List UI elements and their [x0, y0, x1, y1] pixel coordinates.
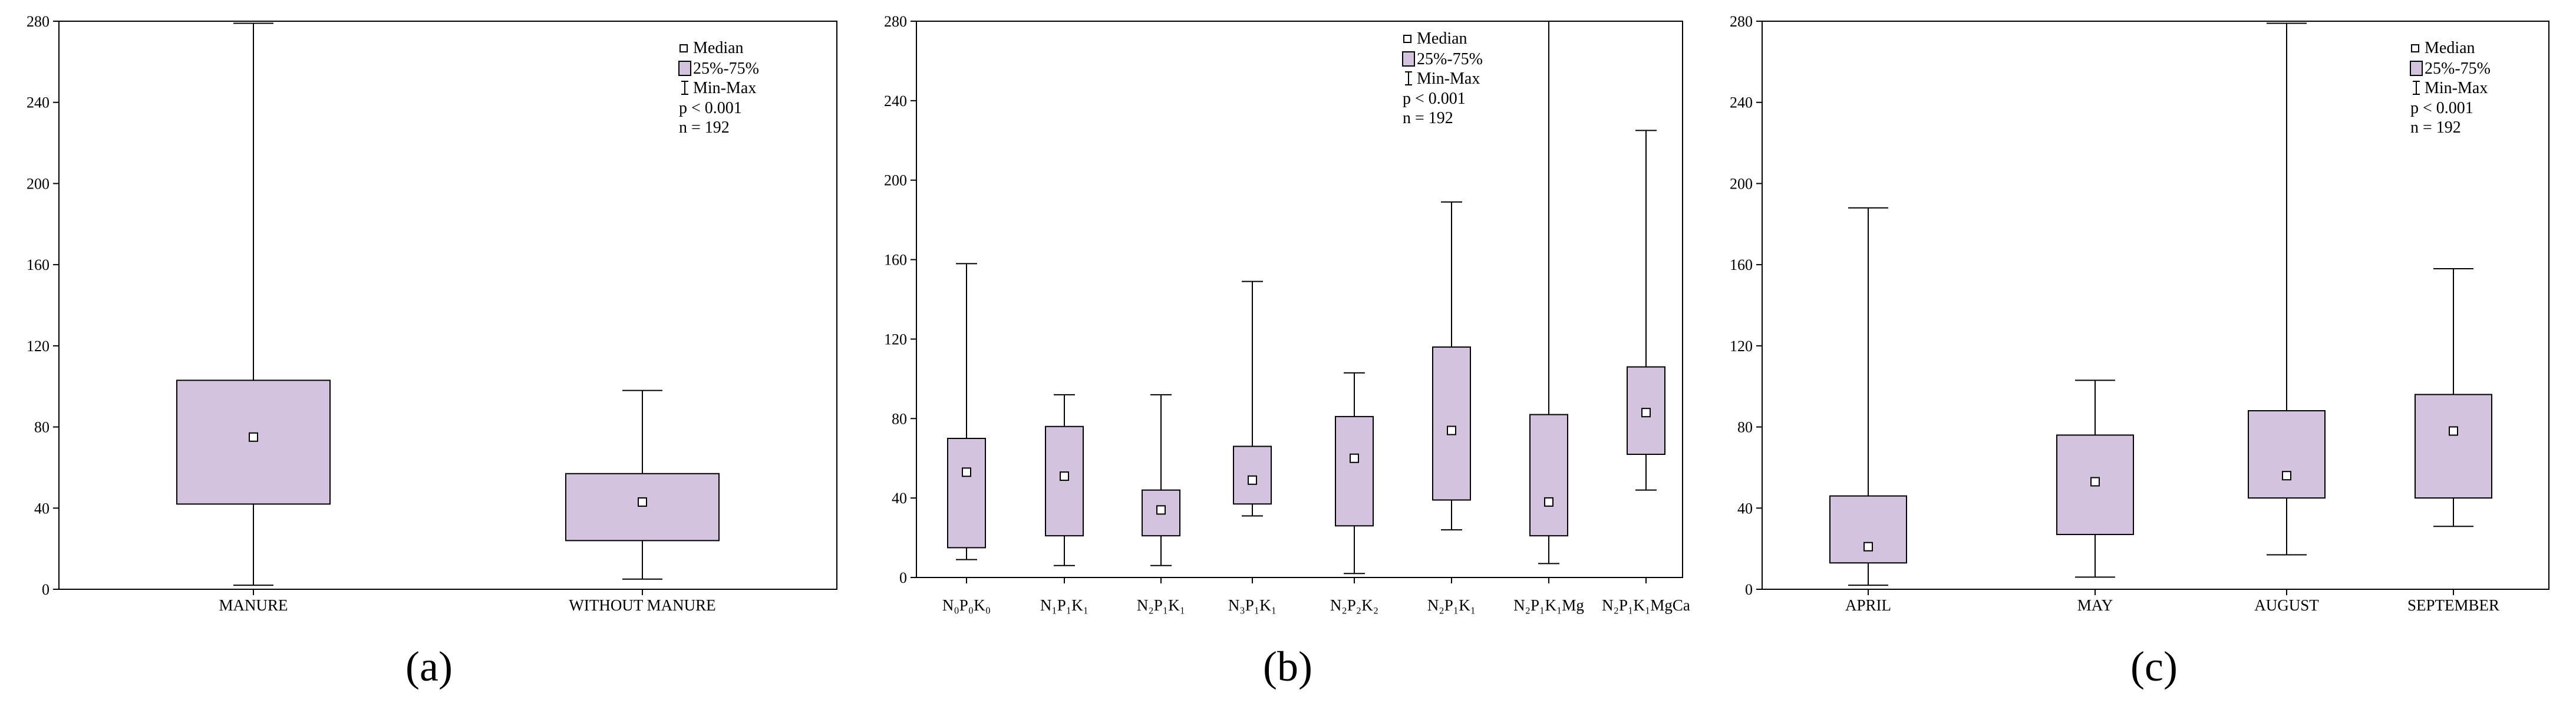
y-tick-label: 200 — [1730, 175, 1753, 192]
iqr-box — [176, 379, 331, 505]
median-marker — [1863, 542, 1873, 552]
y-tick-label: 80 — [1737, 419, 1753, 436]
y-tick-label: 40 — [34, 500, 50, 517]
legend-median-text: Median — [2425, 39, 2475, 57]
y-tick-label: 200 — [884, 172, 907, 189]
median-marker — [1350, 453, 1359, 463]
panel-label: (b) — [1263, 643, 1312, 690]
legend-box-swatch — [1402, 51, 1415, 67]
y-tick-label: 0 — [42, 581, 50, 598]
x-tick-label: N₀P₀K₀ — [942, 596, 991, 614]
y-tick-label: 240 — [1730, 94, 1753, 111]
median-marker — [2449, 426, 2458, 436]
y-tick-label: 80 — [34, 419, 50, 436]
iqr-box — [1045, 425, 1084, 537]
iqr-box — [1335, 415, 1374, 527]
iqr-box — [1529, 414, 1568, 537]
legend-median-text: Median — [1417, 29, 1467, 48]
median-marker — [2090, 477, 2100, 487]
legend-box-text: 25%-75% — [693, 60, 759, 78]
median-marker — [1447, 425, 1456, 435]
iqr-box — [1233, 445, 1272, 505]
y-tick-label: 0 — [899, 569, 907, 586]
x-tick-label: SEPTEMBER — [2407, 596, 2499, 614]
y-tick-label: 160 — [1730, 256, 1753, 273]
y-tick-label: 240 — [27, 94, 50, 111]
x-tick-label: WITHOUT MANURE — [569, 596, 715, 614]
median-marker — [962, 467, 971, 477]
y-tick-label: 280 — [884, 13, 907, 30]
iqr-box — [1432, 346, 1471, 501]
plot-frame — [58, 21, 837, 590]
y-tick-label: 120 — [1730, 338, 1753, 355]
x-tick-label: N₃P₁K₁ — [1228, 596, 1277, 614]
chart-panel-1: 0 40 80 120 160 200 240 280 MANURE WITHOUT MANURE… — [27, 13, 837, 690]
median-marker — [1641, 408, 1651, 418]
x-tick-label: MANURE — [219, 596, 288, 614]
median-marker — [638, 497, 647, 507]
legend-median-text: Median — [693, 39, 744, 57]
iqr-box — [2415, 394, 2492, 499]
legend-stat-text: p < 0.001 — [679, 99, 742, 117]
panel-label: (c) — [2130, 643, 2178, 690]
legend-whisker-text: Min-Max — [693, 79, 756, 97]
x-tick-label: AUGUST — [2254, 596, 2319, 614]
y-tick-label: 280 — [1730, 13, 1753, 30]
y-tick-label: 200 — [27, 175, 50, 192]
x-tick-label: APRIL — [1845, 596, 1891, 614]
legend-median-swatch — [680, 44, 688, 52]
y-tick-label: 40 — [892, 490, 907, 507]
y-tick-label: 120 — [884, 331, 907, 348]
legend-median-swatch — [1403, 35, 1411, 43]
y-tick-label: 160 — [884, 252, 907, 269]
legend-box-swatch — [678, 61, 691, 76]
x-tick-label: N₂P₁K₁Mg — [1513, 596, 1584, 614]
legend-box-text: 25%-75% — [1417, 50, 1483, 68]
x-tick-label: MAY — [2077, 596, 2113, 614]
legend-whisker-text: Min-Max — [2425, 79, 2488, 97]
legend-whisker-text: Min-Max — [1417, 70, 1480, 88]
x-tick-label: N₂P₁K₁ — [1427, 596, 1476, 614]
y-tick-label: 280 — [27, 13, 50, 30]
median-marker — [2282, 471, 2291, 481]
plot-frame — [1762, 21, 2549, 590]
median-marker — [249, 432, 258, 442]
legend-stat-text: p < 0.001 — [1403, 90, 1466, 108]
iqr-box — [2248, 410, 2326, 499]
legend-n-text: n = 192 — [1403, 109, 1453, 127]
legend-n-text: n = 192 — [2410, 118, 2461, 137]
legend-box-swatch — [2410, 61, 2423, 76]
panel-label: (a) — [405, 643, 453, 690]
legend-stat-text: p < 0.001 — [2410, 99, 2473, 117]
median-marker — [1248, 475, 1257, 485]
plot-frame — [916, 21, 1683, 578]
y-tick-label: 120 — [27, 338, 50, 355]
median-marker — [1544, 497, 1553, 507]
x-tick-label: N₂P₁K₁MgCa — [1602, 596, 1690, 614]
chart-panel-3: 0 40 80 120 160 200 240 280 APRIL MAY AUGUST SEPTEM… — [1730, 13, 2549, 690]
iqr-box — [947, 438, 986, 549]
iqr-box — [1829, 495, 1907, 564]
median-marker — [1060, 471, 1069, 481]
y-tick-label: 80 — [892, 410, 907, 427]
x-tick-label: N₁P₁K₁ — [1040, 596, 1089, 614]
iqr-box — [565, 473, 720, 542]
y-tick-label: 160 — [27, 256, 50, 273]
x-tick-label: N₂P₂K₂ — [1330, 596, 1378, 614]
chart-panel-2: 0 40 80 120 160 200 240 280 N₀P₀K₀ N₁P₁K₁ N₂P₁K₁ N₃… — [884, 13, 1690, 690]
legend-median-swatch — [2411, 44, 2419, 52]
y-tick-label: 0 — [1745, 581, 1753, 598]
y-tick-label: 240 — [884, 93, 907, 110]
legend-n-text: n = 192 — [679, 118, 730, 137]
median-marker — [1156, 505, 1166, 515]
y-tick-label: 40 — [1737, 500, 1753, 517]
x-tick-label: N₂P₁K₁ — [1137, 596, 1185, 614]
legend-box-text: 25%-75% — [2425, 60, 2491, 78]
